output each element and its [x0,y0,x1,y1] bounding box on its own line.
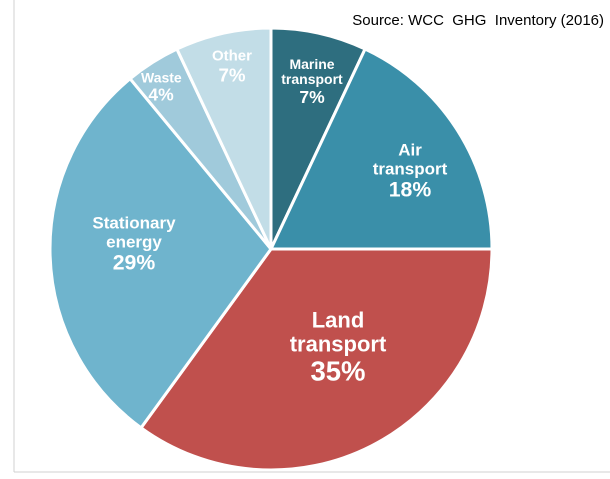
value-label: 35% [310,356,366,388]
slice-label: Stationary energy 29% [79,213,189,276]
slice-label: Land transport 35% [278,307,398,388]
slice-label: Other 7% [207,48,257,85]
slice [48,76,273,430]
category-label: Other [211,47,252,65]
slice [174,26,273,250]
slice-label: Marine transport 7% [272,55,352,107]
chart-title: Source: WCC GHG Inventory (2016) [352,12,604,29]
value-label: 4% [148,85,174,106]
category-label: Stationary energy [92,213,176,252]
value-label: 29% [112,251,156,275]
category-label: Waste [141,69,182,86]
value-label: 7% [299,86,325,107]
slice-label: Waste 4% [141,69,182,106]
category-label: Air transport [372,140,448,179]
slice [139,247,494,472]
value-label: 18% [388,178,432,202]
slice [268,47,494,251]
category-label: Land transport [289,307,387,357]
category-label: Marine transport [281,55,343,88]
slice-label: Air transport 18% [365,140,455,203]
value-label: 7% [218,63,246,85]
